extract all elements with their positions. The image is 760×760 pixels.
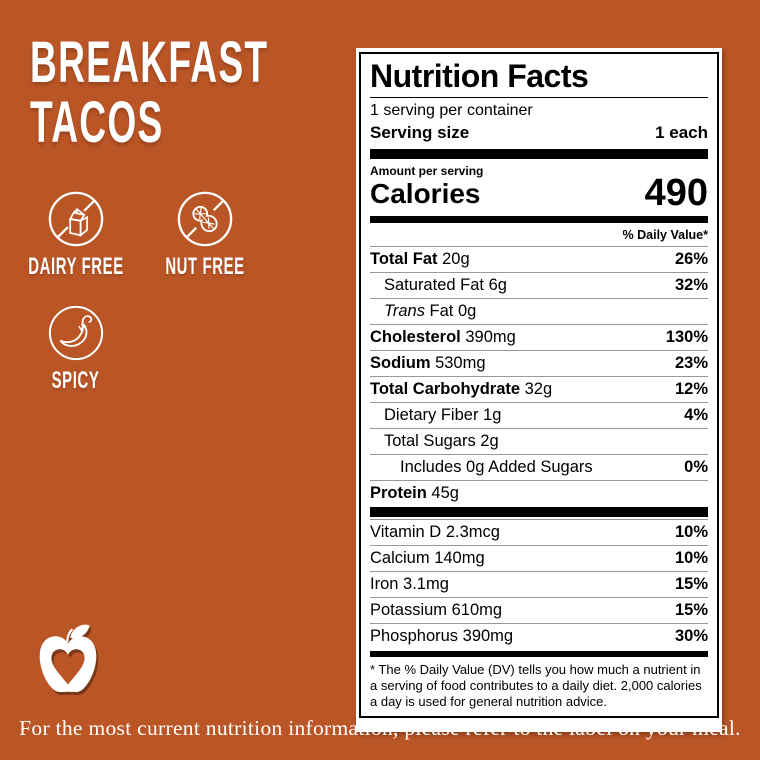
footer-note: For the most current nutrition informati… xyxy=(19,716,741,740)
calories-value: 490 xyxy=(644,172,708,214)
nutrition-facts-border: Nutrition Facts 1 serving per container … xyxy=(359,52,719,718)
nutrient-row: Total Fat 20g 26% xyxy=(370,246,708,272)
serving-size-value: 1 each xyxy=(655,123,708,142)
badge-spicy: SPICY xyxy=(16,304,136,395)
daily-value-footnote: * The % Daily Value (DV) tells you how m… xyxy=(370,662,702,709)
apple-heart-logo xyxy=(39,624,97,693)
nutrient-row: Potassium 610mg 15% xyxy=(370,597,708,623)
nutrient-rows: Total Fat 20g 26% Saturated Fat 6g 32% Trans… xyxy=(370,246,708,506)
nutrient-row: Protein 45g xyxy=(370,480,708,506)
page-title-line2: TACOS xyxy=(30,90,164,155)
micronutrient-rows: Vitamin D 2.3mcg 10% Calcium 140mg 10% Iron … xyxy=(370,519,708,649)
daily-value-header: % Daily Value* xyxy=(622,228,708,242)
serving-size-label: Serving size xyxy=(370,123,470,142)
nutrient-row: Saturated Fat 6g 32% xyxy=(370,272,708,298)
servings-per-container: 1 serving per container xyxy=(370,102,533,119)
chili-pepper-icon xyxy=(48,305,104,361)
nutrient-row: Sodium 530mg 23% xyxy=(370,350,708,376)
no-nut-icon xyxy=(177,191,233,247)
nutrient-row: Vitamin D 2.3mcg 10% xyxy=(370,519,708,545)
page-title-line1: BREAKFAST xyxy=(30,30,269,95)
nutrient-row: Includes 0g Added Sugars 0% xyxy=(370,454,708,480)
nutrient-row: Dietary Fiber 1g 4% xyxy=(370,402,708,428)
nutrient-row: Cholesterol 390mg 130% xyxy=(370,324,708,350)
divider-medium-bar xyxy=(370,216,708,223)
nutrient-row: Calcium 140mg 10% xyxy=(370,545,708,571)
no-dairy-icon xyxy=(48,191,104,247)
nutrient-row: Total Sugars 2g xyxy=(370,428,708,454)
divider-medium-bar xyxy=(370,651,708,657)
divider-thick-bar xyxy=(370,507,708,517)
nutrition-facts-label: Nutrition Facts 1 serving per container … xyxy=(356,48,722,732)
divider-thick-bar xyxy=(370,149,708,159)
amount-per-serving-label: Amount per serving xyxy=(370,164,484,178)
serving-size-row: Serving size 1 each xyxy=(370,121,708,148)
nutrient-row: Phosphorus 390mg 30% xyxy=(370,623,708,649)
badge-dairy-free-label: DAIRY FREE xyxy=(28,253,124,280)
nutrient-row: Trans Fat 0g xyxy=(370,298,708,324)
nutrient-row: Total Carbohydrate 32g 12% xyxy=(370,376,708,402)
page-title: BREAKFAST TACOS xyxy=(30,33,402,153)
badge-dairy-free: DAIRY FREE xyxy=(16,190,136,281)
nutrient-row: Iron 3.1mg 15% xyxy=(370,571,708,597)
badge-spicy-label: SPICY xyxy=(52,367,100,394)
nutrition-facts-title: Nutrition Facts xyxy=(370,58,708,98)
badge-nut-free-label: NUT FREE xyxy=(165,253,245,280)
calories-row: Calories 490 xyxy=(370,172,708,214)
calories-label: Calories xyxy=(370,178,481,209)
badge-nut-free: NUT FREE xyxy=(145,190,265,281)
